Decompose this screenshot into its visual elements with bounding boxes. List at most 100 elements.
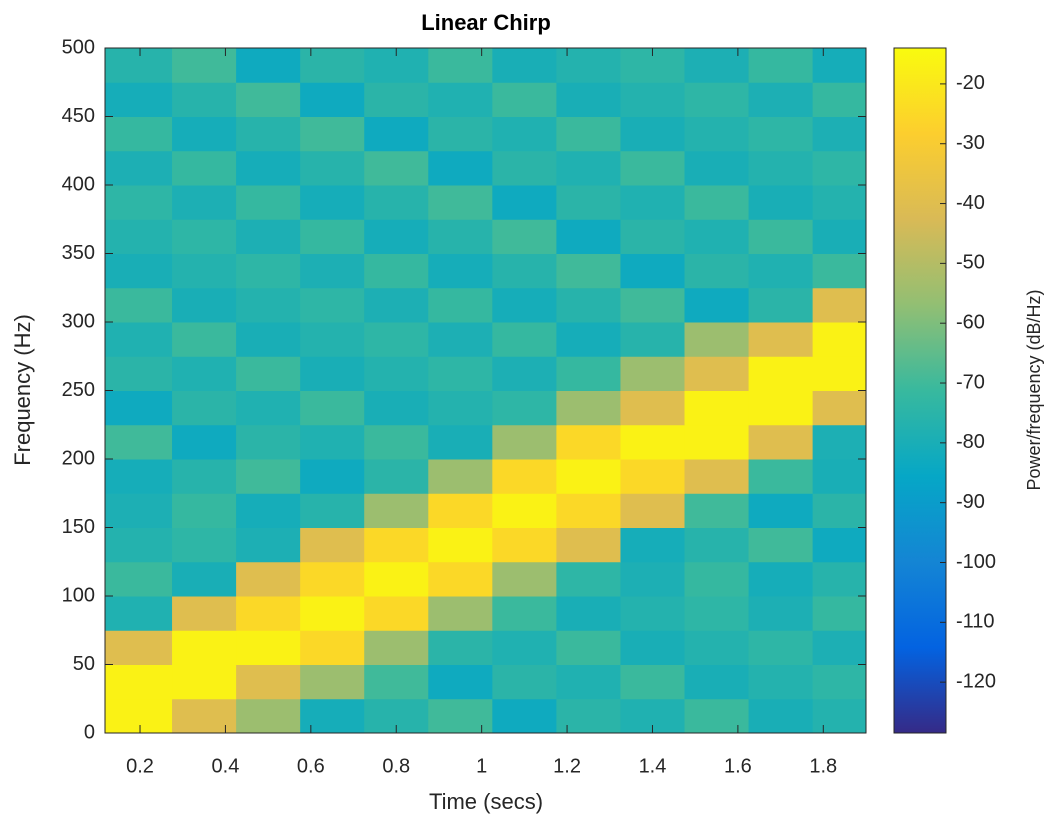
cell xyxy=(812,82,867,117)
cell xyxy=(428,561,493,597)
y-tick-label: 500 xyxy=(62,36,95,58)
cell xyxy=(556,596,621,631)
cell xyxy=(428,219,493,254)
cell xyxy=(172,356,237,391)
x-tick-label: 1.4 xyxy=(639,755,667,777)
cell xyxy=(620,82,686,117)
y-tick-label: 200 xyxy=(62,447,95,469)
cell xyxy=(172,596,237,631)
cell xyxy=(300,493,365,528)
cell xyxy=(105,82,173,117)
cell xyxy=(105,664,173,700)
cell xyxy=(812,698,867,734)
cell xyxy=(105,459,173,494)
cell xyxy=(492,493,557,528)
cell xyxy=(364,82,429,117)
cell xyxy=(684,116,750,152)
cell xyxy=(105,116,173,152)
cell xyxy=(684,493,750,528)
colorbar-tick-label: -80 xyxy=(956,431,985,453)
cell xyxy=(105,424,173,460)
cell xyxy=(684,664,750,700)
x-axis-label: Time (secs) xyxy=(429,789,543,814)
cell xyxy=(364,459,429,494)
cell xyxy=(492,82,557,117)
cell xyxy=(620,561,686,597)
cell xyxy=(684,356,750,391)
cell xyxy=(300,698,365,734)
cell xyxy=(492,561,557,597)
cell xyxy=(364,287,429,323)
cell xyxy=(105,630,173,665)
y-tick-label: 0 xyxy=(84,721,95,743)
cell xyxy=(620,322,686,357)
cell xyxy=(748,390,814,426)
cell xyxy=(105,253,173,289)
cell xyxy=(364,356,429,391)
cell xyxy=(620,253,686,289)
cell xyxy=(428,322,493,357)
cell xyxy=(300,424,365,460)
cell xyxy=(812,185,867,220)
cell xyxy=(812,424,867,460)
cell xyxy=(556,664,621,700)
cell xyxy=(236,150,301,186)
cell xyxy=(620,630,686,665)
cell xyxy=(620,356,686,391)
cell xyxy=(428,116,493,152)
cell xyxy=(748,219,814,254)
cell xyxy=(492,48,557,83)
cell xyxy=(236,219,301,254)
cell xyxy=(556,698,621,734)
cell xyxy=(300,390,365,426)
cell xyxy=(172,185,237,220)
cell xyxy=(428,48,493,83)
cell xyxy=(748,493,814,528)
cell xyxy=(428,150,493,186)
cell xyxy=(364,527,429,563)
cell xyxy=(620,424,686,460)
cell xyxy=(812,322,867,357)
colorbar-tick-label: -90 xyxy=(956,491,985,513)
cell xyxy=(748,82,814,117)
cell xyxy=(428,527,493,563)
cell xyxy=(364,219,429,254)
cell xyxy=(812,630,867,665)
cell xyxy=(492,527,557,563)
cell xyxy=(556,459,621,494)
cell xyxy=(300,116,365,152)
x-tick-label: 1.8 xyxy=(809,755,837,777)
cell xyxy=(620,287,686,323)
cell xyxy=(172,116,237,152)
cell xyxy=(105,493,173,528)
cell xyxy=(620,116,686,152)
cell xyxy=(300,287,365,323)
cell xyxy=(492,287,557,323)
colorbar-label: Power/frequency (dB/Hz) xyxy=(1024,289,1044,490)
cell xyxy=(620,664,686,700)
y-tick-label: 450 xyxy=(62,105,95,127)
cell xyxy=(300,219,365,254)
cell xyxy=(428,82,493,117)
cell xyxy=(300,185,365,220)
cell xyxy=(748,253,814,289)
colorbar-tick-label: -40 xyxy=(956,192,985,214)
cell xyxy=(492,596,557,631)
cell xyxy=(684,630,750,665)
cell xyxy=(105,219,173,254)
cell xyxy=(492,424,557,460)
cell xyxy=(364,424,429,460)
colorbar-tick-label: -60 xyxy=(956,311,985,333)
cell xyxy=(748,561,814,597)
x-tick-label: 1 xyxy=(476,755,487,777)
y-tick-label: 400 xyxy=(62,173,95,195)
cell xyxy=(236,48,301,83)
colorbar-tick-label: -50 xyxy=(956,252,985,274)
cell xyxy=(620,219,686,254)
colorbar-tick-label: -100 xyxy=(956,551,996,573)
cell xyxy=(236,185,301,220)
x-tick-label: 0.4 xyxy=(212,755,240,777)
cell xyxy=(492,698,557,734)
cell xyxy=(300,630,365,665)
cell xyxy=(105,596,173,631)
